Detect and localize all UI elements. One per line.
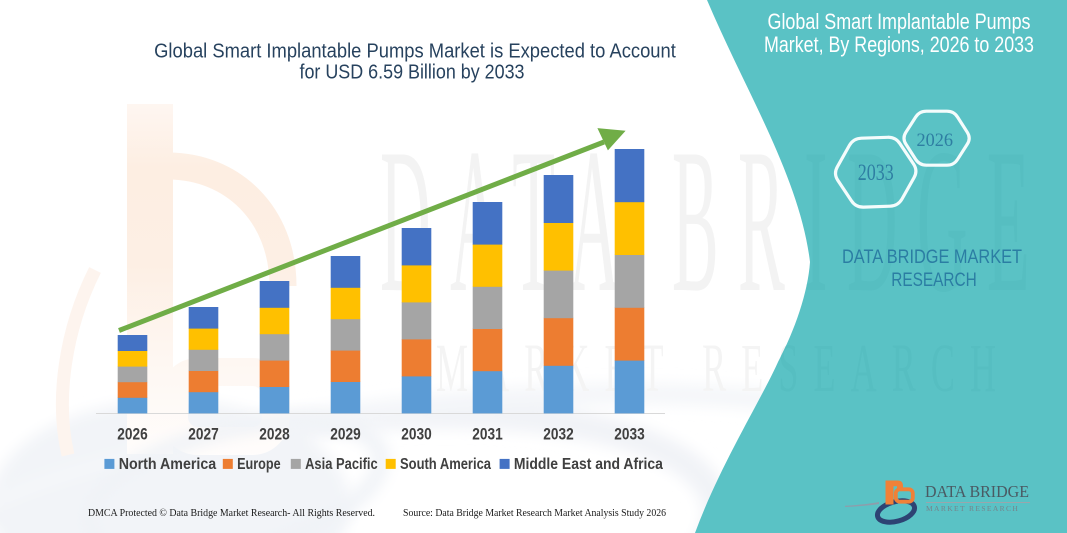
svg-text:Middle East and Africa: Middle East and Africa: [514, 456, 663, 473]
svg-text:MARKET RESEARCH: MARKET RESEARCH: [926, 504, 1020, 513]
svg-text:Asia Pacific: Asia Pacific: [305, 456, 378, 473]
svg-text:Global Smart Implantable Pumps: Global Smart Implantable Pumps: [768, 9, 1031, 34]
svg-text:2033: 2033: [614, 426, 644, 444]
svg-text:for USD 6.59 Billion by 2033: for USD 6.59 Billion by 2033: [300, 62, 525, 84]
svg-text:2026: 2026: [917, 130, 954, 151]
svg-text:DATA BRIDGE MARKET: DATA BRIDGE MARKET: [842, 247, 1022, 268]
svg-text:2029: 2029: [330, 426, 360, 444]
svg-text:DATA BRIDGE: DATA BRIDGE: [925, 482, 1029, 501]
svg-text:2032: 2032: [543, 426, 573, 444]
svg-text:2033: 2033: [858, 160, 894, 185]
svg-text:North America: North America: [119, 456, 217, 473]
svg-text:RESEARCH: RESEARCH: [891, 270, 977, 291]
svg-text:2028: 2028: [259, 426, 289, 444]
svg-text:Europe: Europe: [237, 456, 281, 473]
svg-text:Market, By Regions, 2026 to 20: Market, By Regions, 2026 to 2033: [764, 32, 1034, 57]
svg-text:2031: 2031: [472, 426, 502, 444]
svg-text:2026: 2026: [117, 426, 147, 444]
svg-text:South America: South America: [400, 456, 491, 473]
svg-text:DMCA Protected © Data Bridge M: DMCA Protected © Data Bridge Market Rese…: [88, 507, 375, 519]
svg-text:Source: Data Bridge Market Res: Source: Data Bridge Market Research Mark…: [403, 507, 666, 519]
svg-text:Global Smart Implantable Pumps: Global Smart Implantable Pumps Market is…: [154, 41, 676, 63]
svg-text:2027: 2027: [188, 426, 218, 444]
svg-text:2030: 2030: [401, 426, 431, 444]
